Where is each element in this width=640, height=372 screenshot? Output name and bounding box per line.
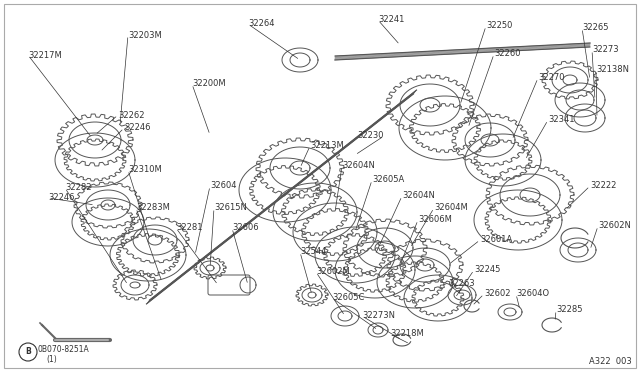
- Text: (1): (1): [46, 355, 57, 364]
- Text: 32604M: 32604M: [434, 203, 468, 212]
- Text: 32604: 32604: [210, 182, 237, 190]
- Text: 32601A: 32601A: [480, 235, 512, 244]
- Text: 32246: 32246: [124, 124, 150, 132]
- Text: 32273N: 32273N: [362, 311, 395, 321]
- Text: 32213M: 32213M: [310, 141, 344, 151]
- Text: 32241: 32241: [378, 16, 404, 25]
- Text: 32270: 32270: [538, 74, 564, 83]
- Text: 32283M: 32283M: [136, 203, 170, 212]
- Text: 32246: 32246: [48, 193, 74, 202]
- Text: 32281: 32281: [176, 224, 202, 232]
- Text: 32138N: 32138N: [596, 65, 629, 74]
- Text: 32265: 32265: [582, 23, 609, 32]
- Text: 32602N: 32602N: [598, 221, 631, 231]
- Text: 32602: 32602: [484, 289, 511, 298]
- Text: 32245: 32245: [474, 266, 500, 275]
- Text: 32604O: 32604O: [516, 289, 549, 298]
- Text: 32606: 32606: [232, 224, 259, 232]
- Text: 32260: 32260: [494, 49, 520, 58]
- Text: 32218M: 32218M: [390, 330, 424, 339]
- Text: 32217M: 32217M: [28, 51, 61, 60]
- Text: 32310M: 32310M: [128, 166, 162, 174]
- Text: 32250: 32250: [486, 22, 513, 31]
- Text: 32602M: 32602M: [316, 267, 349, 276]
- Text: 32262: 32262: [118, 110, 145, 119]
- Text: 32615N: 32615N: [214, 203, 247, 212]
- Text: 32341: 32341: [548, 115, 575, 125]
- Text: 32606M: 32606M: [418, 215, 452, 224]
- Text: 32282: 32282: [65, 183, 92, 192]
- Text: 32273: 32273: [592, 45, 619, 55]
- Text: 32200M: 32200M: [192, 80, 226, 89]
- Text: 32605A: 32605A: [372, 176, 404, 185]
- Text: 32264: 32264: [248, 19, 275, 29]
- Text: B: B: [25, 347, 31, 356]
- Text: 32604N: 32604N: [342, 161, 375, 170]
- Text: 32203M: 32203M: [128, 31, 162, 39]
- Text: 32604N: 32604N: [402, 192, 435, 201]
- Text: 32263: 32263: [448, 279, 475, 289]
- Text: 32230: 32230: [358, 131, 384, 141]
- Text: 0B070-8251A: 0B070-8251A: [38, 345, 90, 354]
- Text: 32222: 32222: [590, 182, 616, 190]
- Text: 32544: 32544: [300, 247, 326, 257]
- Text: 32285: 32285: [556, 305, 582, 314]
- Text: 32605C: 32605C: [332, 294, 364, 302]
- Text: A322  003: A322 003: [589, 357, 632, 366]
